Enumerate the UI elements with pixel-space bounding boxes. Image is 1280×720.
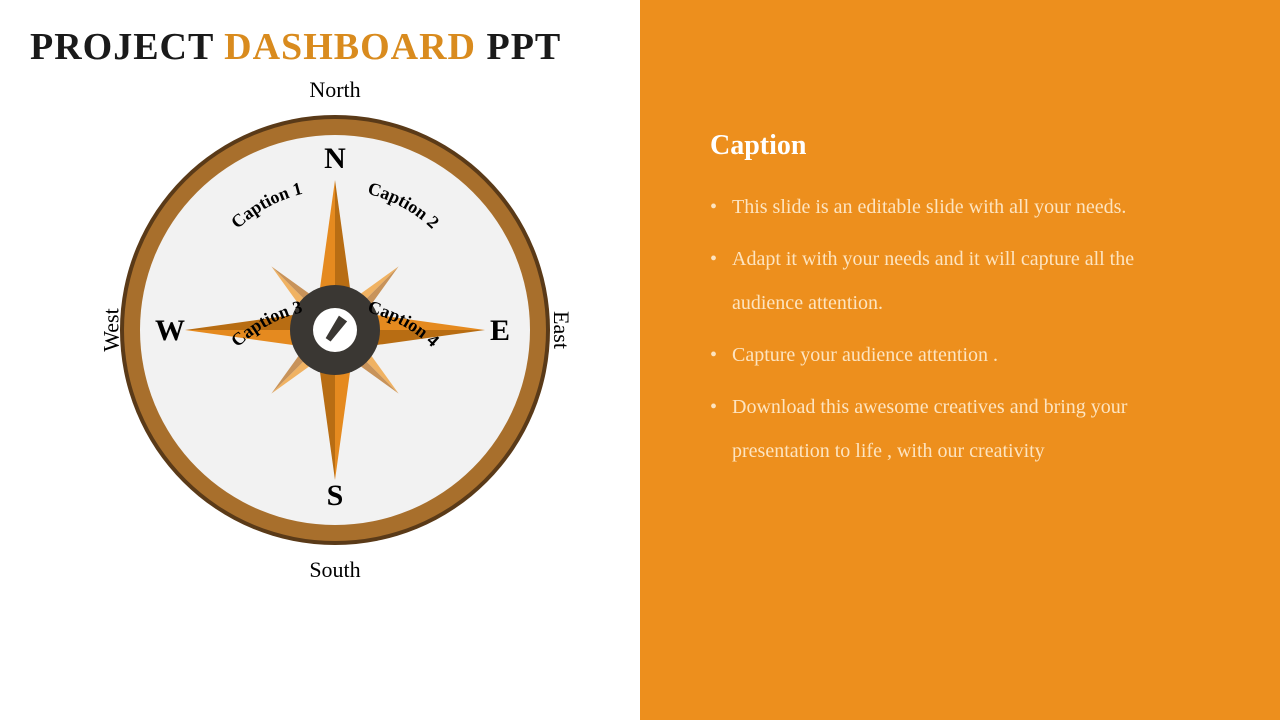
- left-panel: PROJECT DASHBOARD PPT North South East W…: [0, 0, 640, 720]
- caption-bullet: Capture your audience attention .: [710, 333, 1210, 377]
- title-word-1: PROJECT: [30, 26, 214, 68]
- compass-diagram: North South East West NSEWCaption 1Capti…: [120, 115, 550, 545]
- caption-heading: Caption: [710, 130, 806, 162]
- right-panel: Caption This slide is an editable slide …: [640, 0, 1280, 720]
- title-word-3: PPT: [486, 26, 561, 68]
- title-word-2: DASHBOARD: [224, 26, 476, 68]
- svg-text:S: S: [327, 479, 344, 512]
- compass-svg: NSEWCaption 1Caption 2Caption 3Caption 4: [120, 115, 550, 545]
- caption-bullet: Adapt it with your needs and it will cap…: [710, 237, 1210, 325]
- svg-text:N: N: [324, 142, 346, 175]
- caption-bullet: This slide is an editable slide with all…: [710, 185, 1210, 229]
- direction-label-east: East: [548, 311, 574, 349]
- direction-label-west: West: [99, 308, 125, 351]
- svg-text:W: W: [155, 314, 185, 347]
- direction-label-north: North: [309, 77, 360, 103]
- direction-label-south: South: [309, 557, 360, 583]
- slide-title: PROJECT DASHBOARD PPT: [30, 25, 561, 69]
- caption-bullet-list: This slide is an editable slide with all…: [710, 185, 1210, 481]
- svg-text:E: E: [490, 314, 510, 347]
- caption-bullet: Download this awesome creatives and brin…: [710, 385, 1210, 473]
